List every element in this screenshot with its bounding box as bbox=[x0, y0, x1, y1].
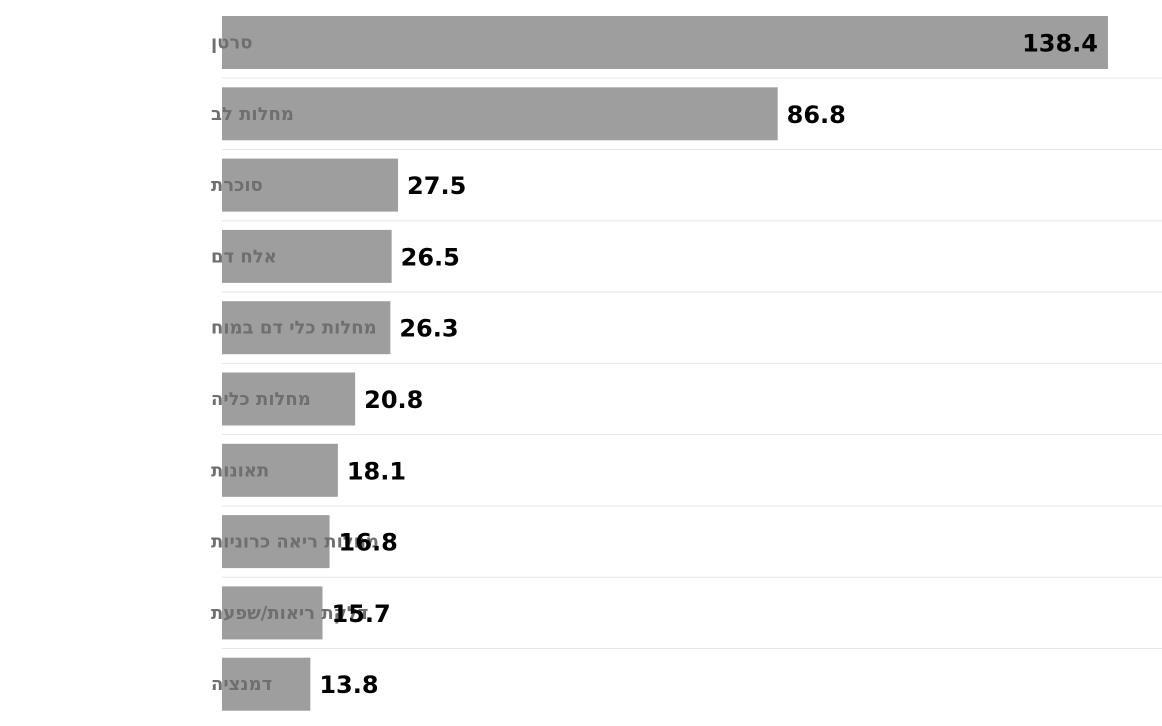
value-label: 138.4 bbox=[1022, 30, 1098, 58]
category-label: מחלות כליה bbox=[211, 389, 311, 410]
category-label: דלקת ריאות/שפעת bbox=[211, 603, 368, 624]
bar bbox=[222, 443, 338, 497]
value-label: 18.1 bbox=[347, 457, 406, 485]
bar bbox=[222, 372, 356, 426]
value-label: 20.8 bbox=[364, 386, 423, 414]
value-label: 26.5 bbox=[401, 243, 460, 271]
category-label: סרטן bbox=[211, 33, 252, 54]
category-label: אלח דם bbox=[211, 246, 277, 267]
category-label: דמנציה bbox=[211, 674, 272, 695]
value-label: 16.8 bbox=[339, 529, 398, 557]
bar bbox=[222, 657, 311, 711]
bar bbox=[222, 158, 399, 212]
bar bbox=[222, 586, 323, 640]
value-label: 27.5 bbox=[407, 172, 466, 200]
value-label: 13.8 bbox=[319, 671, 378, 699]
bar bbox=[222, 229, 392, 283]
bar bbox=[222, 515, 330, 569]
value-label: 26.3 bbox=[399, 315, 458, 343]
category-label: מחלות ריאה כרוניות bbox=[211, 532, 379, 553]
bar bbox=[222, 87, 778, 141]
value-label: 86.8 bbox=[787, 101, 846, 129]
category-label: סוכרת bbox=[211, 175, 263, 196]
category-label: תאונות bbox=[211, 460, 269, 481]
category-label: מחלות כלי דם במוח bbox=[211, 318, 377, 339]
bar bbox=[222, 16, 1108, 69]
value-label: 15.7 bbox=[332, 600, 391, 628]
category-label: מחלות לב bbox=[211, 104, 294, 125]
bar bbox=[222, 301, 391, 355]
